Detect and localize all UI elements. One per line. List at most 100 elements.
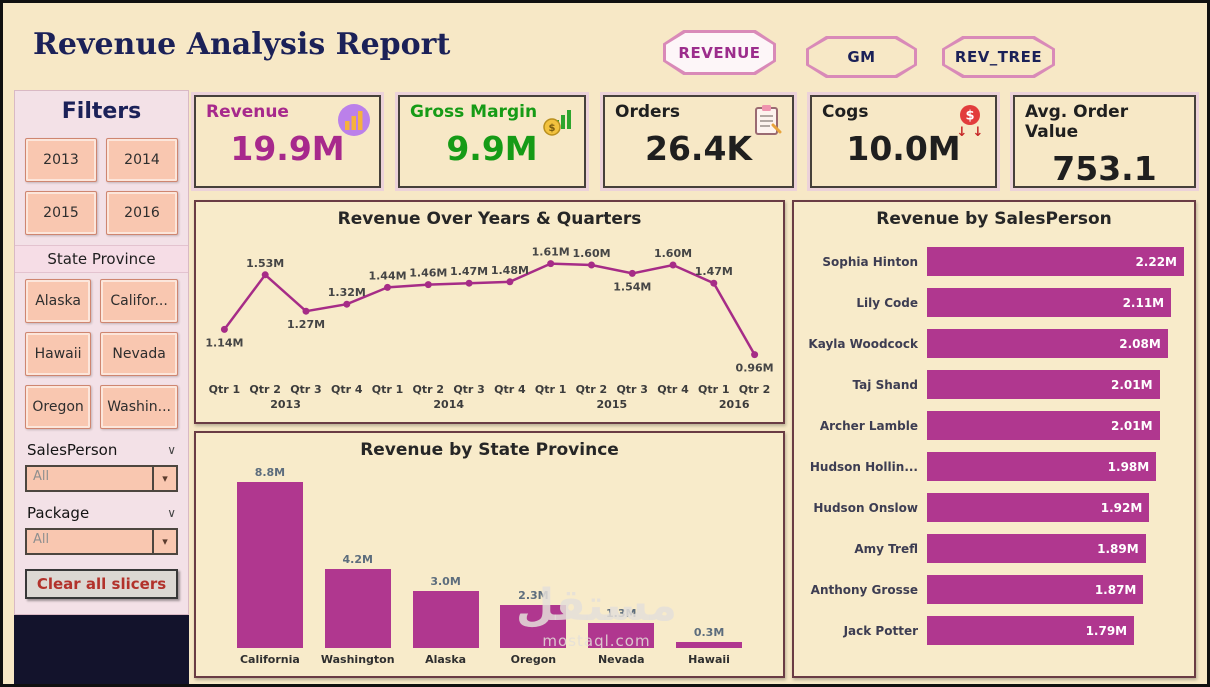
salesperson-bar[interactable]: 1.79M: [927, 616, 1135, 645]
salesperson-bar[interactable]: 2.22M: [927, 247, 1184, 276]
salesperson-bar[interactable]: 1.89M: [927, 534, 1146, 563]
line-point[interactable]: [547, 260, 555, 268]
salesperson-bar[interactable]: 2.01M: [927, 411, 1160, 440]
axis-quarter-label: Qtr 1: [534, 383, 567, 396]
year-slicer-button[interactable]: 2016: [106, 191, 178, 235]
nav-revtree-button[interactable]: REV_TREE: [942, 36, 1055, 78]
svg-text:1.46M: 1.46M: [409, 267, 447, 280]
line-point[interactable]: [465, 279, 473, 287]
line-point[interactable]: [710, 279, 718, 287]
svg-text:0.96M: 0.96M: [736, 362, 774, 375]
state-axis: California Washington Alaska Oregon Nevada Ha…: [226, 653, 753, 666]
state-slicer-button[interactable]: Washin...: [100, 385, 178, 429]
bar-value-label: 3.0M: [430, 575, 461, 588]
bar-value-label: 2.3M: [518, 589, 549, 602]
bar-value-label: 1.3M: [606, 607, 637, 620]
line-point[interactable]: [384, 283, 391, 291]
axis-quarter-label: Qtr 1: [698, 383, 730, 396]
chevron-down-icon[interactable]: ▾: [152, 530, 176, 553]
line-point[interactable]: [261, 271, 269, 279]
salesperson-dropdown-value: All: [33, 469, 50, 484]
svg-text:↓: ↓: [973, 125, 984, 139]
year-axis: 2013 2014 2015 2016: [204, 398, 775, 411]
svg-text:1.47M: 1.47M: [450, 265, 488, 278]
svg-text:$: $: [965, 109, 974, 124]
salesperson-row: Lily Code 2.11M: [800, 282, 1184, 323]
line-point[interactable]: [506, 278, 514, 286]
state-bar[interactable]: [412, 591, 479, 648]
package-dropdown[interactable]: All ▾: [25, 528, 178, 555]
kpi-value: 26.4K: [645, 129, 752, 168]
kpi-value: 10.0M: [846, 129, 961, 168]
line-point[interactable]: [343, 300, 351, 308]
axis-quarter-label: Qtr 2: [575, 383, 608, 396]
nav-gm-button[interactable]: GM: [806, 36, 917, 78]
line-point[interactable]: [588, 261, 595, 269]
nav-revtree-label: REV_TREE: [945, 39, 1052, 75]
salesperson-bar[interactable]: 1.92M: [927, 493, 1150, 522]
state-bar[interactable]: [500, 605, 567, 648]
bar-column: 1.3M: [581, 607, 661, 648]
package-slicer-header[interactable]: Package ∨: [27, 504, 176, 522]
bar-value-label: 2.01M: [1111, 377, 1153, 392]
salesperson-bar[interactable]: 1.98M: [927, 452, 1157, 481]
bar-value-label: 2.11M: [1122, 295, 1165, 310]
salesperson-revenue-panel: Revenue by SalesPerson Sophia Hinton 2.22…: [792, 200, 1196, 678]
salesperson-bar[interactable]: 1.87M: [927, 575, 1144, 604]
year-slicer-button[interactable]: 2013: [25, 138, 97, 182]
salesperson-bar[interactable]: 2.08M: [927, 329, 1168, 358]
state-slicer-button[interactable]: Hawaii: [25, 332, 92, 376]
axis-quarter-label: Qtr 1: [371, 383, 404, 396]
salesperson-dropdown[interactable]: All ▾: [25, 465, 178, 492]
line-point[interactable]: [220, 325, 228, 333]
line-point[interactable]: [669, 261, 677, 269]
salesperson-row: Hudson Hollin... 1.98M: [800, 446, 1184, 487]
salesperson-bar[interactable]: 2.11M: [927, 288, 1172, 317]
salesperson-row: Hudson Onslow 1.92M: [800, 487, 1184, 528]
salesperson-name: Sophia Hinton: [822, 254, 918, 269]
state-slicer-button[interactable]: Alaska: [25, 279, 92, 323]
state-bar[interactable]: [676, 642, 743, 648]
revenue-trend-line: [223, 262, 756, 356]
bar-value-label: 1.87M: [1094, 582, 1137, 597]
salesperson-label: SalesPerson: [27, 441, 118, 459]
axis-year-label: 2014: [433, 398, 465, 411]
salesperson-row: Sophia Hinton 2.22M: [800, 241, 1184, 282]
salesperson-name: Archer Lamble: [819, 418, 918, 433]
salesperson-name: Hudson Hollin...: [809, 459, 918, 474]
state-bar[interactable]: [324, 569, 391, 648]
bar-value-label: 0.3M: [693, 626, 725, 639]
state-bar[interactable]: [588, 623, 655, 648]
bar-value-label: 1.92M: [1100, 500, 1143, 515]
state-slicer-button[interactable]: Califor...: [100, 279, 178, 323]
nav-revenue-button[interactable]: REVENUE: [663, 30, 776, 75]
salesperson-name: Jack Potter: [843, 623, 918, 638]
kpi-label: Gross Margin: [410, 102, 538, 122]
line-point[interactable]: [628, 269, 636, 277]
salesperson-slicer-header[interactable]: SalesPerson ∨: [27, 441, 176, 459]
chevron-down-icon[interactable]: ▾: [152, 467, 176, 490]
line-point[interactable]: [751, 351, 759, 359]
clear-all-slicers-button[interactable]: Clear all slicers: [25, 569, 178, 599]
svg-text:1.60M: 1.60M: [654, 247, 692, 260]
line-point[interactable]: [424, 281, 432, 289]
svg-text:1.14M: 1.14M: [205, 336, 243, 349]
year-slicer-button[interactable]: 2015: [25, 191, 97, 235]
year-slicer-button[interactable]: 2014: [106, 138, 178, 182]
kpi-card-cogs: Cogs $ ↓ ↓ 10.0M: [810, 95, 997, 188]
chevron-down-icon: ∨: [167, 506, 176, 520]
line-point[interactable]: [302, 307, 310, 315]
svg-text:$: $: [549, 123, 556, 134]
coins-icon: $: [543, 110, 571, 136]
state-slicer-button[interactable]: Nevada: [100, 332, 178, 376]
state-bar[interactable]: [236, 482, 303, 648]
axis-quarter-label: Qtr 3: [453, 383, 485, 396]
salesperson-bar[interactable]: 2.01M: [927, 370, 1160, 399]
state-slicer-button[interactable]: Oregon: [25, 385, 92, 429]
axis-state-label: Washington: [320, 653, 395, 666]
state-revenue-panel: Revenue by State Province 8.8M 4.2M 3.0M 2.…: [194, 431, 785, 678]
axis-quarter-label: Qtr 3: [616, 383, 648, 396]
svg-text:1.44M: 1.44M: [368, 269, 406, 282]
axis-quarter-label: Qtr 1: [208, 383, 241, 396]
